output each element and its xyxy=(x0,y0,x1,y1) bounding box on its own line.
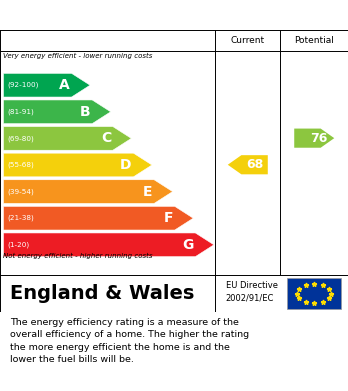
Text: C: C xyxy=(101,131,111,145)
Text: Not energy efficient - higher running costs: Not energy efficient - higher running co… xyxy=(3,253,153,259)
Polygon shape xyxy=(228,155,268,174)
Text: (55-68): (55-68) xyxy=(7,162,34,168)
Polygon shape xyxy=(3,206,193,230)
Text: G: G xyxy=(182,238,193,252)
FancyBboxPatch shape xyxy=(287,278,341,309)
Text: (39-54): (39-54) xyxy=(7,188,34,195)
Text: B: B xyxy=(80,105,90,119)
Text: Very energy efficient - lower running costs: Very energy efficient - lower running co… xyxy=(3,53,153,59)
Text: EU Directive
2002/91/EC: EU Directive 2002/91/EC xyxy=(226,281,277,302)
Text: E: E xyxy=(143,185,152,199)
Text: (81-91): (81-91) xyxy=(7,109,34,115)
Text: 68: 68 xyxy=(246,158,263,171)
Text: (21-38): (21-38) xyxy=(7,215,34,221)
Polygon shape xyxy=(294,129,334,148)
Text: F: F xyxy=(164,211,173,225)
Polygon shape xyxy=(3,74,90,97)
Polygon shape xyxy=(3,233,214,256)
Text: Current: Current xyxy=(231,36,265,45)
Text: The energy efficiency rating is a measure of the
overall efficiency of a home. T: The energy efficiency rating is a measur… xyxy=(10,318,250,364)
Text: (92-100): (92-100) xyxy=(7,82,38,88)
Text: England & Wales: England & Wales xyxy=(10,284,195,303)
Polygon shape xyxy=(3,127,131,150)
Polygon shape xyxy=(3,180,173,203)
Text: 76: 76 xyxy=(310,132,328,145)
Polygon shape xyxy=(3,100,111,124)
Polygon shape xyxy=(3,153,152,177)
Text: D: D xyxy=(120,158,132,172)
Text: A: A xyxy=(59,78,70,92)
Text: (69-80): (69-80) xyxy=(7,135,34,142)
Text: Energy Efficiency Rating: Energy Efficiency Rating xyxy=(7,7,209,23)
Text: Potential: Potential xyxy=(294,36,334,45)
Text: (1-20): (1-20) xyxy=(7,242,29,248)
